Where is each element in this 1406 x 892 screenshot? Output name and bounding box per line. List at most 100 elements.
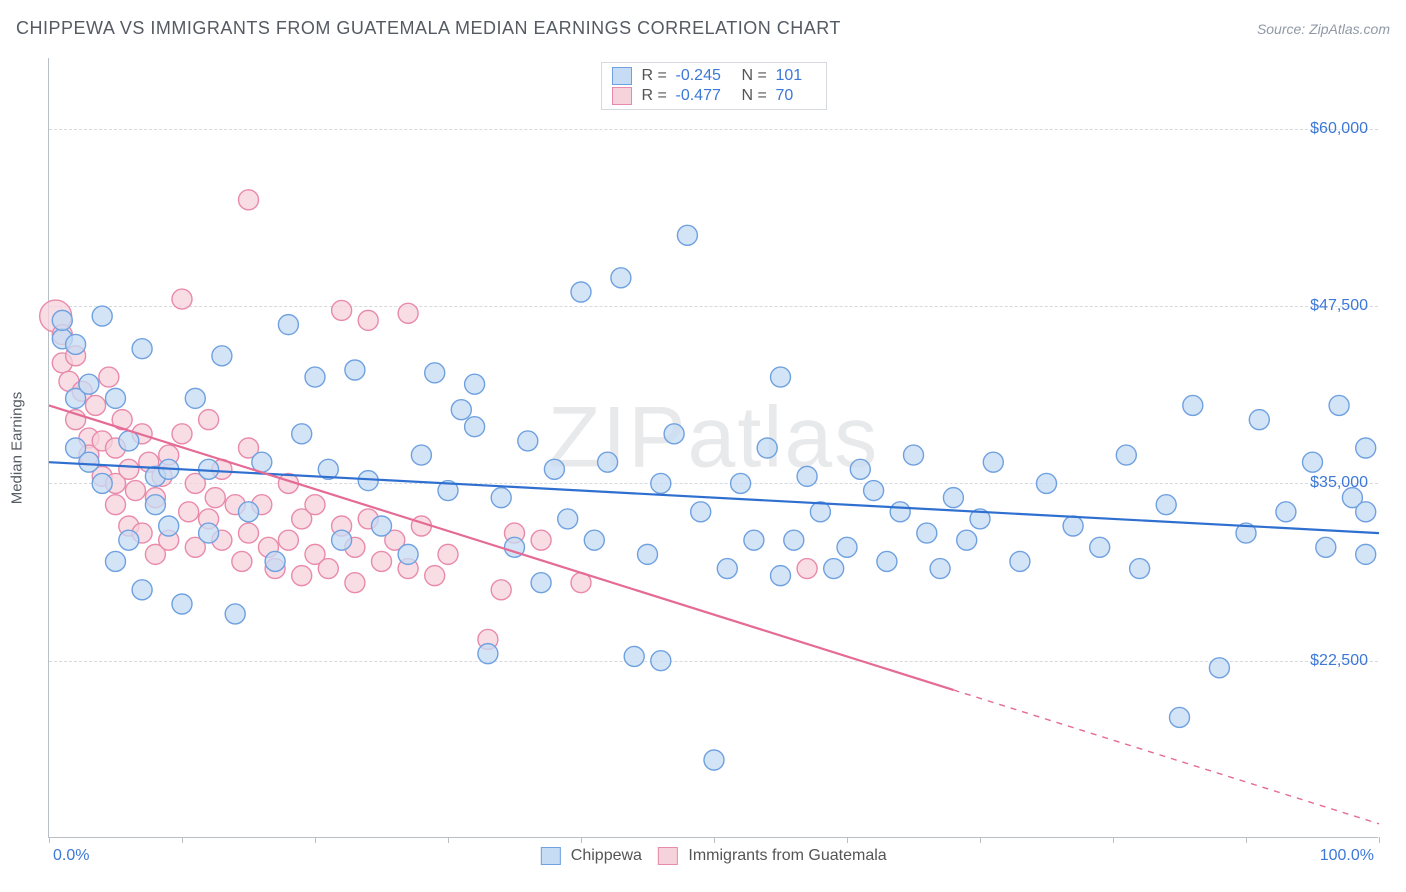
data-point-chippewa <box>518 431 538 451</box>
data-point-chippewa <box>119 530 139 550</box>
data-point-guatemala <box>305 495 325 515</box>
data-point-chippewa <box>411 445 431 465</box>
data-point-chippewa <box>584 530 604 550</box>
legend-item-guatemala: Immigrants from Guatemala <box>658 847 887 865</box>
data-point-chippewa <box>491 488 511 508</box>
data-point-chippewa <box>651 473 671 493</box>
x-tick <box>714 837 715 843</box>
x-tick <box>581 837 582 843</box>
data-point-chippewa <box>797 466 817 486</box>
x-tick <box>847 837 848 843</box>
data-point-guatemala <box>205 488 225 508</box>
legend-swatch-guatemala-b <box>658 847 678 865</box>
data-point-guatemala <box>99 367 119 387</box>
x-axis-min-label: 0.0% <box>53 847 89 865</box>
data-point-chippewa <box>810 502 830 522</box>
data-point-chippewa <box>930 559 950 579</box>
data-point-chippewa <box>1329 395 1349 415</box>
data-point-guatemala <box>199 410 219 430</box>
data-point-chippewa <box>372 516 392 536</box>
data-point-guatemala <box>86 395 106 415</box>
data-point-chippewa <box>1170 707 1190 727</box>
data-point-chippewa <box>1037 473 1057 493</box>
data-point-guatemala <box>106 495 126 515</box>
legend-n-label-2: N = <box>742 87 770 105</box>
data-point-guatemala <box>411 516 431 536</box>
data-point-chippewa <box>1090 537 1110 557</box>
data-point-chippewa <box>478 644 498 664</box>
data-point-chippewa <box>784 530 804 550</box>
legend-n-guatemala: 70 <box>776 87 816 105</box>
data-point-chippewa <box>1356 502 1376 522</box>
legend-series: Chippewa Immigrants from Guatemala <box>540 847 886 865</box>
legend-label-chippewa: Chippewa <box>571 847 642 864</box>
data-point-guatemala <box>232 551 252 571</box>
data-point-chippewa <box>79 452 99 472</box>
data-point-guatemala <box>345 573 365 593</box>
data-point-chippewa <box>744 530 764 550</box>
data-point-chippewa <box>185 388 205 408</box>
x-tick <box>1113 837 1114 843</box>
legend-r-guatemala: -0.477 <box>676 87 736 105</box>
data-point-guatemala <box>797 559 817 579</box>
data-point-chippewa <box>1156 495 1176 515</box>
data-point-chippewa <box>638 544 658 564</box>
data-point-guatemala <box>425 566 445 586</box>
data-point-chippewa <box>1209 658 1229 678</box>
data-point-chippewa <box>1116 445 1136 465</box>
x-tick <box>448 837 449 843</box>
data-point-chippewa <box>877 551 897 571</box>
data-point-chippewa <box>850 459 870 479</box>
data-point-chippewa <box>79 374 99 394</box>
data-point-chippewa <box>451 400 471 420</box>
data-point-chippewa <box>305 367 325 387</box>
scatter-svg <box>49 58 1378 837</box>
data-point-chippewa <box>52 310 72 330</box>
data-point-guatemala <box>318 559 338 579</box>
data-point-chippewa <box>465 374 485 394</box>
data-point-guatemala <box>119 459 139 479</box>
data-point-chippewa <box>571 282 591 302</box>
data-point-chippewa <box>1356 544 1376 564</box>
data-point-chippewa <box>611 268 631 288</box>
data-point-chippewa <box>1183 395 1203 415</box>
legend-r-label: R = <box>642 67 670 85</box>
data-point-chippewa <box>771 367 791 387</box>
data-point-chippewa <box>664 424 684 444</box>
data-point-chippewa <box>544 459 564 479</box>
data-point-chippewa <box>265 551 285 571</box>
data-point-guatemala <box>179 502 199 522</box>
data-point-chippewa <box>1356 438 1376 458</box>
data-point-chippewa <box>465 417 485 437</box>
data-point-chippewa <box>917 523 937 543</box>
data-point-chippewa <box>598 452 618 472</box>
x-tick <box>1246 837 1247 843</box>
data-point-chippewa <box>398 544 418 564</box>
data-point-chippewa <box>1276 502 1296 522</box>
data-point-chippewa <box>677 225 697 245</box>
data-point-chippewa <box>92 306 112 326</box>
data-point-chippewa <box>1303 452 1323 472</box>
legend-swatch-guatemala <box>612 87 632 105</box>
data-point-guatemala <box>172 424 192 444</box>
data-point-guatemala <box>125 481 145 501</box>
legend-label-guatemala: Immigrants from Guatemala <box>688 847 886 864</box>
data-point-chippewa <box>717 559 737 579</box>
data-point-chippewa <box>145 495 165 515</box>
data-point-guatemala <box>332 300 352 320</box>
data-point-chippewa <box>425 363 445 383</box>
data-point-guatemala <box>531 530 551 550</box>
data-point-chippewa <box>92 473 112 493</box>
data-point-chippewa <box>731 473 751 493</box>
data-point-guatemala <box>278 530 298 550</box>
chart-title: CHIPPEWA VS IMMIGRANTS FROM GUATEMALA ME… <box>16 18 841 39</box>
data-point-chippewa <box>278 315 298 335</box>
data-point-guatemala <box>491 580 511 600</box>
data-point-chippewa <box>172 594 192 614</box>
x-tick <box>1379 837 1380 843</box>
legend-swatch-chippewa <box>612 67 632 85</box>
x-tick <box>980 837 981 843</box>
data-point-guatemala <box>398 303 418 323</box>
chart-source: Source: ZipAtlas.com <box>1257 21 1390 37</box>
data-point-guatemala <box>172 289 192 309</box>
